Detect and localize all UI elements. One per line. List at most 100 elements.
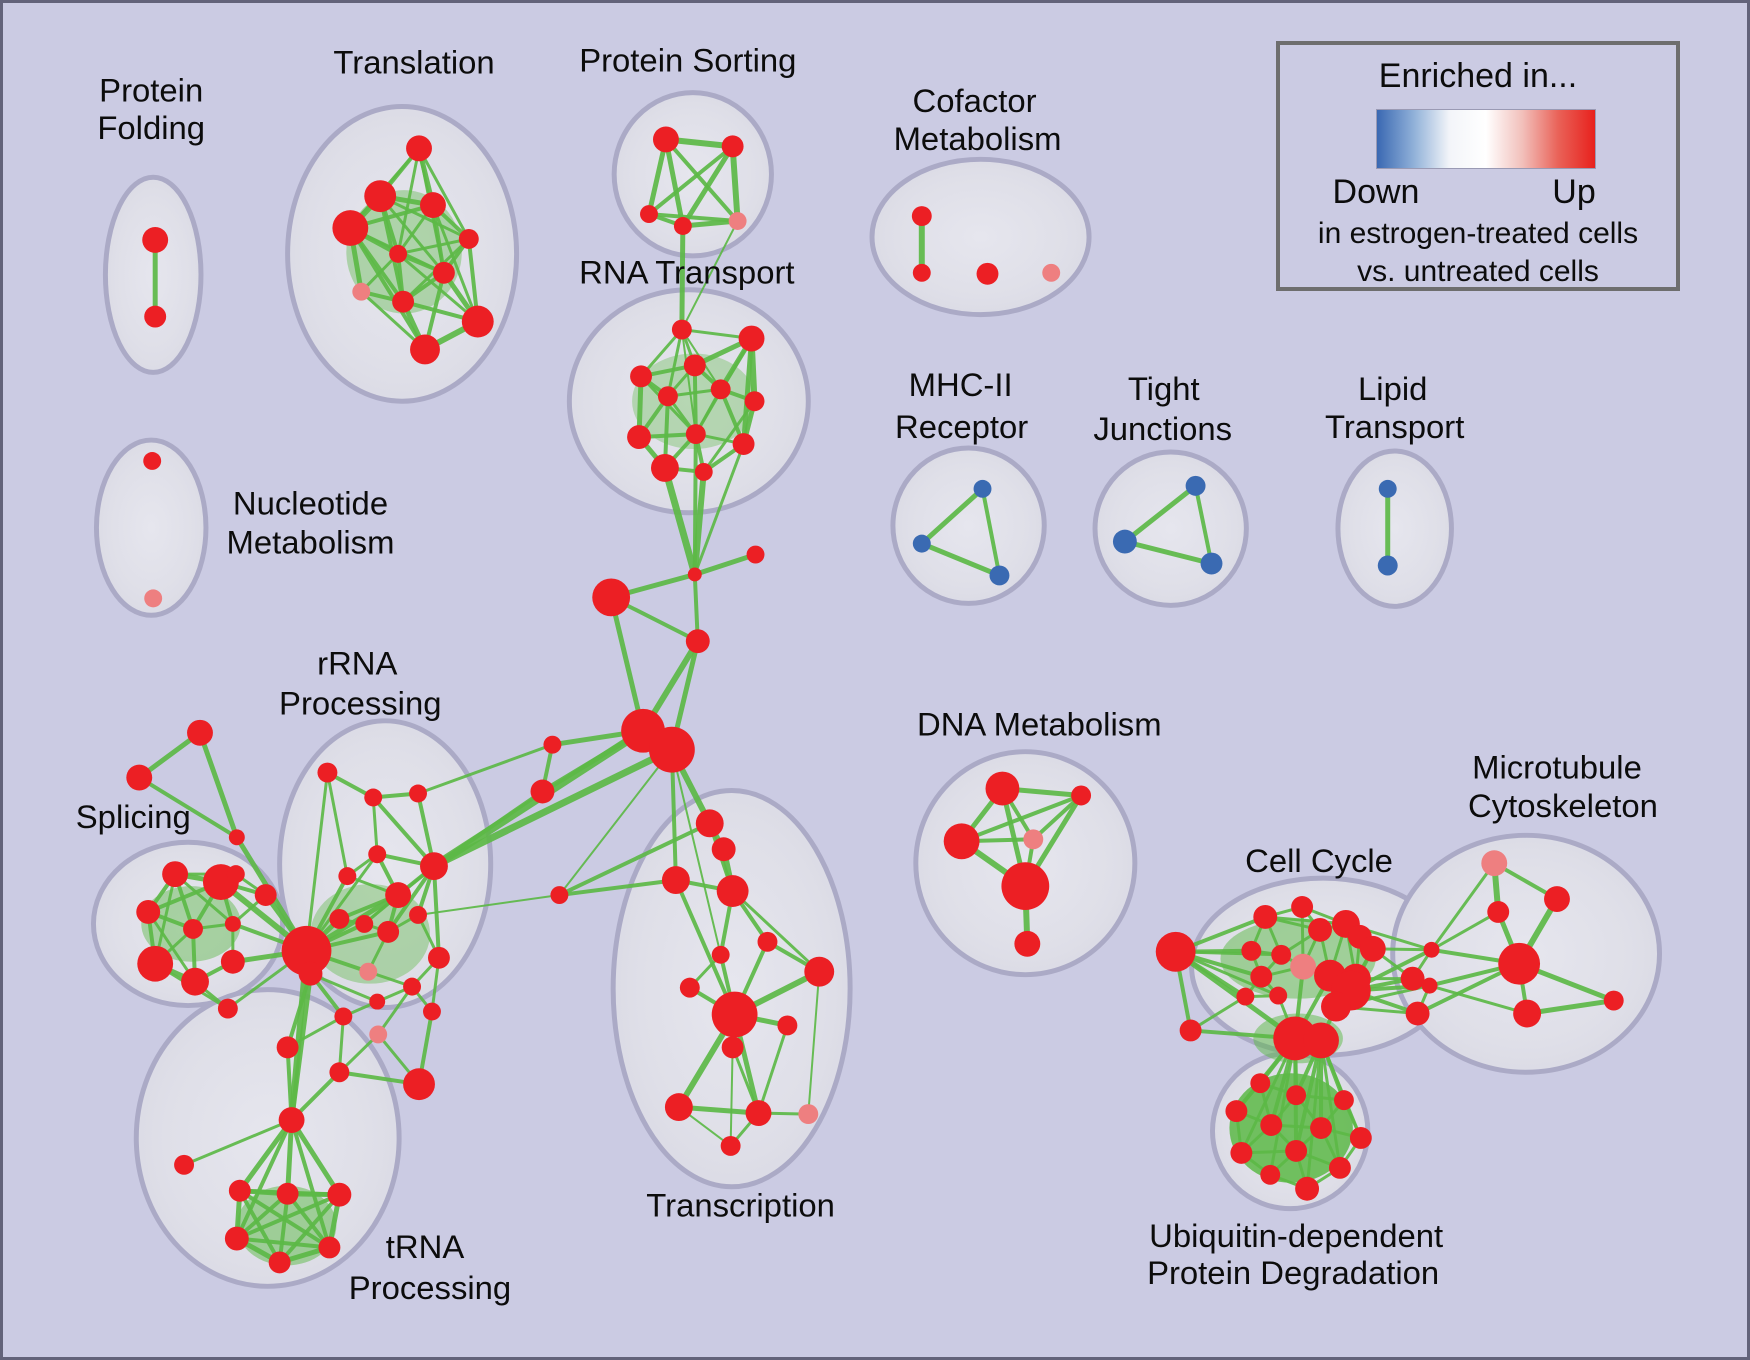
edge-rr2-rr4 — [371, 795, 379, 856]
edge-rt12-cn1 — [691, 468, 707, 578]
edge-x11-x15 — [729, 1046, 734, 1147]
gene-set-node-rr17 — [334, 1007, 353, 1026]
gene-set-node-rr13 — [427, 946, 450, 969]
edge-mt1-mj1 — [1430, 861, 1496, 952]
gene-set-node-ps2 — [721, 135, 744, 158]
gene-set-node-cn3 — [592, 578, 631, 617]
gene-set-node-cn8 — [530, 779, 555, 804]
gene-set-node-tn3 — [228, 1179, 251, 1202]
gene-set-node-tn6 — [224, 1226, 249, 1251]
edge-rr2-rr6 — [371, 795, 436, 869]
gene-set-node-tg1 — [187, 719, 213, 746]
gene-set-node-tn5 — [327, 1182, 352, 1207]
gene-set-node-ub11 — [1260, 1164, 1281, 1185]
gene-set-node-sp3 — [136, 900, 161, 924]
edge-rt7-rt12 — [702, 399, 757, 474]
gene-set-node-dm3 — [943, 823, 980, 860]
cluster-label: rRNA — [317, 645, 397, 682]
gene-set-node-cc19 — [1321, 991, 1351, 1022]
gene-set-node-x4 — [716, 875, 749, 907]
edge-tn1-tn5 — [289, 1117, 342, 1198]
gene-set-node-cc2 — [1253, 905, 1278, 929]
gene-set-node-rr7 — [385, 882, 412, 908]
edge-cn9-cn6 — [558, 748, 673, 897]
gene-set-node-mj2 — [1421, 977, 1438, 994]
edge-rrH2-tn1 — [289, 971, 313, 1123]
gene-set-node-x13 — [745, 1100, 772, 1127]
legend-subtitle-line1: in estrogen-treated cells — [1317, 217, 1639, 250]
edge-rt1-rt6 — [666, 328, 684, 398]
cluster-label: Protein Degradation — [1147, 1254, 1439, 1291]
edge-cn9-rr10 — [417, 894, 561, 916]
gene-set-node-rr19 — [276, 1036, 299, 1059]
gene-set-node-ub3 — [1333, 1090, 1354, 1111]
gene-set-node-mj1 — [1423, 941, 1440, 958]
gene-set-node-cc10 — [1290, 953, 1317, 980]
gene-set-node-x7 — [679, 977, 700, 998]
cluster-label: Ubiquitin-dependent — [1149, 1217, 1443, 1254]
edge-ps1-ps5 — [663, 137, 740, 224]
gene-set-node-x14 — [798, 1104, 819, 1125]
gene-set-node-rr14 — [403, 977, 422, 996]
edge-ubB-ub12 — [1305, 1038, 1323, 1191]
gene-set-node-ps5 — [728, 212, 747, 230]
gene-set-node-ub9 — [1285, 1139, 1308, 1162]
edge-ps5-rt1 — [680, 220, 739, 331]
edge-mh1-mh3 — [980, 486, 1002, 578]
cluster-label: DNA Metabolism — [917, 705, 1162, 742]
gene-set-node-cc4 — [1308, 917, 1332, 942]
gene-set-node-rt5 — [710, 379, 731, 400]
gene-set-node-ub2 — [1286, 1085, 1307, 1106]
gene-set-node-rt7 — [744, 391, 765, 412]
edge-tj2-tj3 — [1122, 539, 1214, 567]
edge-tn4-tn7 — [285, 1191, 332, 1250]
cluster-ellipse-protein-sorting — [611, 90, 774, 259]
gene-set-node-rt12 — [694, 462, 713, 481]
gene-set-node-cn7 — [543, 735, 562, 754]
gene-set-node-tn2 — [174, 1154, 195, 1175]
cluster-label: Receptor — [895, 408, 1028, 445]
edge-cn3-cn5 — [608, 594, 646, 734]
gene-set-node-rt3 — [630, 365, 652, 388]
cluster-ellipse-tight-junctions — [1092, 449, 1249, 608]
gene-set-node-tj1 — [1185, 475, 1206, 496]
gene-set-node-rr15 — [423, 1002, 441, 1021]
legend-title: Enriched in... — [1378, 57, 1578, 95]
edge-rr14-rr18 — [376, 985, 414, 1036]
edge-ps2-ps5 — [729, 143, 741, 225]
cluster-label: Translation — [333, 43, 494, 80]
gene-set-node-rr9 — [355, 914, 374, 933]
edge-tl5-tl6 — [396, 237, 471, 256]
gene-set-node-ub1 — [1250, 1073, 1271, 1094]
gene-set-node-rt2 — [738, 325, 765, 352]
gene-set-node-cc1 — [1155, 931, 1196, 972]
cluster-label: RNA Transport — [579, 253, 794, 290]
gene-set-node-tl3 — [420, 192, 446, 219]
gene-set-node-sp6 — [137, 945, 174, 982]
gene-set-node-cn6 — [649, 726, 695, 773]
gene-set-node-rr4 — [368, 845, 387, 864]
gene-set-node-x3 — [661, 866, 690, 895]
gene-set-node-rr21 — [329, 1062, 350, 1083]
gene-set-node-x5 — [711, 945, 730, 964]
gene-set-node-tl8 — [352, 282, 371, 301]
edge-ubB-ub10 — [1319, 1038, 1342, 1170]
cluster-ellipse-nucleotide-metabolism — [93, 437, 209, 618]
gene-set-node-cc14 — [1236, 987, 1255, 1006]
gene-set-node-mt4 — [1498, 942, 1541, 985]
gene-set-node-ub4 — [1225, 1100, 1248, 1123]
gene-set-node-tl9 — [392, 290, 415, 313]
gene-set-node-rr10 — [409, 905, 427, 924]
gene-set-node-rt10 — [732, 433, 755, 455]
gene-set-node-lp1 — [1378, 479, 1397, 498]
edge-ps1-ps4 — [663, 136, 686, 229]
edge-tn6-tn7 — [234, 1236, 332, 1250]
edge-dm2-dm4 — [1031, 793, 1084, 842]
edge-tn1-tn6 — [234, 1118, 294, 1241]
gene-set-node-sp11 — [226, 865, 245, 884]
edge-x8-x14 — [807, 970, 821, 1116]
gene-set-node-sp4 — [183, 918, 203, 939]
gene-set-node-sp1 — [162, 861, 189, 888]
